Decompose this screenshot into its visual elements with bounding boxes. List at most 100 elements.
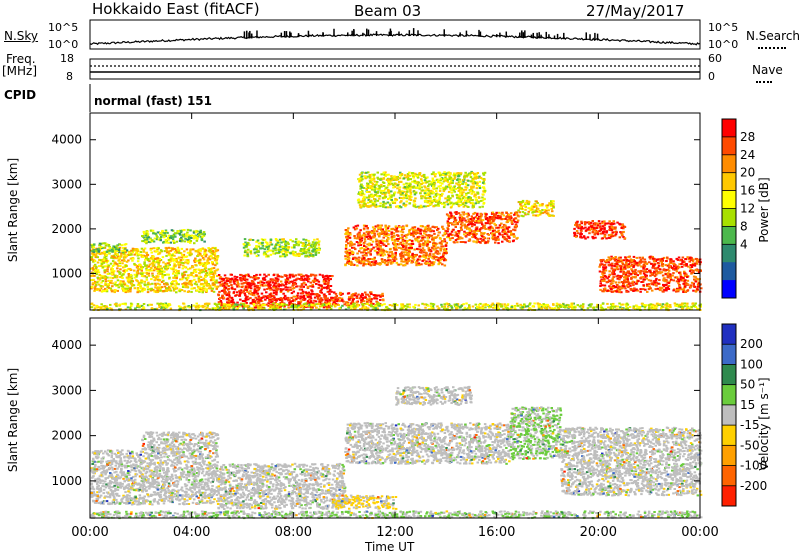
power-cell	[279, 297, 283, 300]
power-cell	[200, 279, 203, 282]
power-cell	[442, 228, 445, 230]
power-cell	[513, 220, 517, 223]
power-cell	[141, 254, 144, 257]
power-cell	[535, 210, 538, 213]
power-cell	[105, 243, 109, 246]
power-cell	[420, 182, 423, 185]
power-cell	[431, 225, 434, 228]
power-cell	[552, 206, 555, 209]
power-cell	[364, 263, 367, 266]
power-cell	[452, 189, 455, 192]
power-cell	[364, 176, 367, 178]
power-cell	[362, 257, 366, 260]
power-cell	[154, 290, 158, 293]
power-cell	[430, 201, 434, 204]
power-cell	[255, 273, 258, 276]
power-cell	[398, 246, 401, 249]
power-cell	[362, 264, 365, 267]
power-cell	[141, 266, 145, 269]
power-cell	[409, 255, 413, 258]
power-cell	[394, 197, 397, 200]
power-cell	[423, 185, 426, 188]
power-cell	[163, 267, 167, 270]
power-cell	[333, 296, 337, 299]
power-cell	[446, 220, 450, 223]
power-cell	[449, 185, 452, 188]
power-cell	[122, 290, 126, 293]
power-cell	[435, 226, 438, 229]
power-cell	[111, 260, 115, 263]
power-cell	[424, 227, 427, 230]
power-cell	[242, 243, 246, 246]
power-cell	[204, 274, 207, 277]
power-cell	[263, 288, 266, 291]
power-cell	[469, 196, 472, 199]
power-cell	[243, 292, 246, 295]
power-cell	[443, 204, 446, 207]
power-cell	[180, 253, 184, 256]
power-cell	[361, 298, 364, 301]
power-cell	[287, 243, 290, 246]
power-cell	[368, 258, 372, 260]
power-cell	[438, 172, 442, 175]
power-cell	[193, 242, 196, 245]
power-cell	[442, 245, 445, 248]
power-cell	[203, 253, 206, 256]
power-cell	[145, 242, 148, 245]
power-cell	[96, 276, 99, 279]
power-cell	[441, 255, 445, 258]
power-cell	[144, 258, 147, 261]
power-cell	[467, 179, 470, 182]
power-cell	[180, 236, 183, 239]
power-cell	[532, 211, 535, 214]
power-cell	[199, 270, 202, 273]
power-cell	[420, 179, 423, 182]
power-cell	[370, 248, 374, 251]
power-cell	[416, 236, 420, 239]
power-cell	[378, 235, 381, 238]
power-cell	[436, 229, 439, 231]
power-cell	[389, 254, 393, 257]
power-cell	[124, 251, 127, 254]
power-cell	[322, 306, 326, 309]
power-cell	[486, 241, 489, 244]
power-cell	[382, 192, 386, 195]
power-cell	[299, 297, 302, 300]
power-cell	[532, 214, 535, 217]
power-cell	[216, 257, 219, 260]
power-cell	[289, 252, 292, 255]
power-cell	[424, 193, 428, 196]
power-cell	[340, 299, 344, 302]
power-cell	[102, 242, 105, 245]
power-cell	[127, 274, 131, 277]
power-cell	[414, 229, 418, 232]
power-cell	[388, 251, 392, 254]
power-cell	[97, 283, 101, 286]
power-cell	[286, 290, 290, 293]
power-cell	[428, 195, 432, 198]
power-cell	[473, 235, 476, 238]
power-cell	[365, 236, 368, 238]
power-cell	[370, 178, 374, 180]
power-cell	[170, 282, 173, 285]
power-cell	[373, 294, 377, 297]
power-cell	[371, 201, 374, 204]
power-cell	[107, 286, 111, 289]
power-cell	[381, 298, 385, 301]
power-cell	[378, 188, 381, 191]
power-cell	[313, 246, 317, 249]
power-cell	[455, 211, 458, 214]
power-cell	[515, 237, 518, 240]
power-cell	[339, 291, 342, 294]
power-cell	[160, 286, 164, 289]
power-cell	[151, 229, 155, 232]
power-cell	[375, 187, 379, 190]
power-cell	[192, 270, 196, 273]
power-cell	[598, 222, 602, 225]
power-cell	[407, 252, 411, 255]
power-cell	[115, 257, 118, 260]
power-cell	[384, 245, 388, 247]
power-cell	[192, 275, 196, 278]
power-cell	[330, 296, 333, 299]
power-cell	[136, 291, 139, 294]
